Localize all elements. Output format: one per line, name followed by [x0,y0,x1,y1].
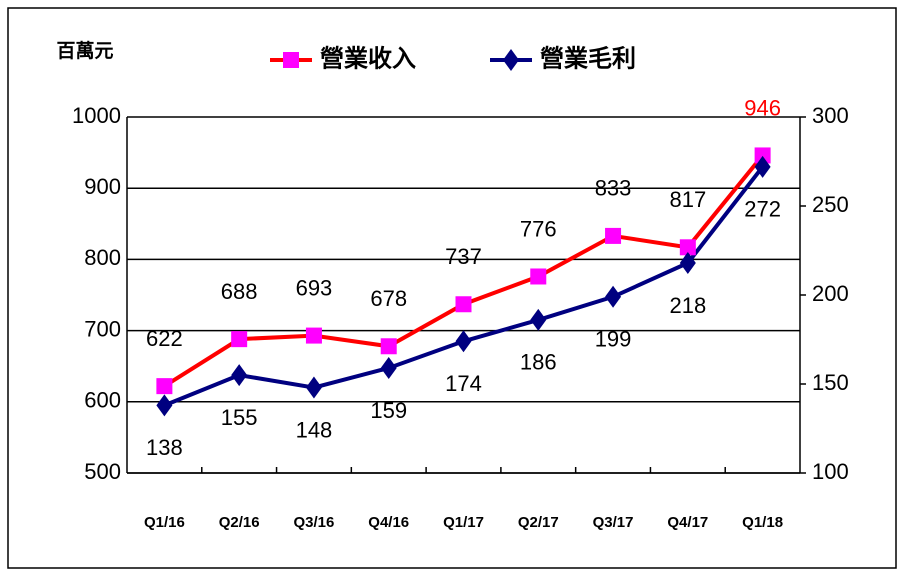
y-axis-label: 百萬元 [56,40,113,62]
legend-marker [503,49,519,71]
data-label: 737 [445,244,482,269]
legend-marker [283,52,299,68]
y2-tick-label: 100 [812,459,849,484]
legend-label: 營業毛利 [540,45,636,72]
marker [231,364,248,387]
y-tick-label: 1000 [72,103,121,128]
x-tick-label: Q2/16 [219,514,260,531]
y2-tick-label: 200 [812,281,849,306]
marker [455,330,472,353]
marker [380,356,397,379]
y-tick-label: 600 [84,388,121,413]
data-label: 833 [595,176,632,201]
x-tick-label: Q4/16 [368,514,409,531]
marker [305,327,322,344]
data-label: 272 [744,197,781,222]
y-tick-label: 700 [84,316,121,341]
marker [679,239,696,256]
data-label: 159 [370,398,407,423]
y2-tick-label: 300 [812,103,849,128]
marker [380,338,397,355]
data-label: 622 [146,326,183,351]
data-label: 678 [370,286,407,311]
legend-label: 營業收入 [320,45,416,72]
y2-tick-label: 150 [812,370,849,395]
marker [305,376,322,399]
x-tick-label: Q3/17 [593,514,634,531]
marker [754,147,771,164]
data-label: 688 [221,279,258,304]
y2-tick-label: 250 [812,192,849,217]
data-label: 776 [520,216,557,241]
marker [530,308,547,331]
marker [679,251,696,274]
x-tick-label: Q4/17 [667,514,708,531]
marker [156,378,173,395]
y-tick-label: 800 [84,245,121,270]
marker [156,394,173,417]
marker [455,296,472,313]
data-label: 199 [595,327,632,352]
x-tick-label: Q1/18 [742,514,783,531]
data-label: 148 [296,417,333,442]
data-label: 693 [296,275,333,300]
marker [231,331,248,348]
x-tick-label: Q3/16 [294,514,335,531]
x-tick-label: Q1/17 [443,514,484,531]
data-label: 218 [669,293,706,318]
marker [605,227,622,244]
data-label: 155 [221,405,258,430]
data-label: 174 [445,371,482,396]
data-label: 817 [669,187,706,212]
marker [605,285,622,308]
data-label: 138 [146,435,183,460]
frame [7,7,897,569]
x-tick-label: Q2/17 [518,514,559,531]
y-tick-label: 900 [84,174,121,199]
data-label: 946 [744,95,781,120]
marker [754,155,771,178]
data-label: 186 [520,350,557,375]
y-tick-label: 500 [84,459,121,484]
x-tick-label: Q1/16 [144,514,185,531]
marker [530,268,547,285]
